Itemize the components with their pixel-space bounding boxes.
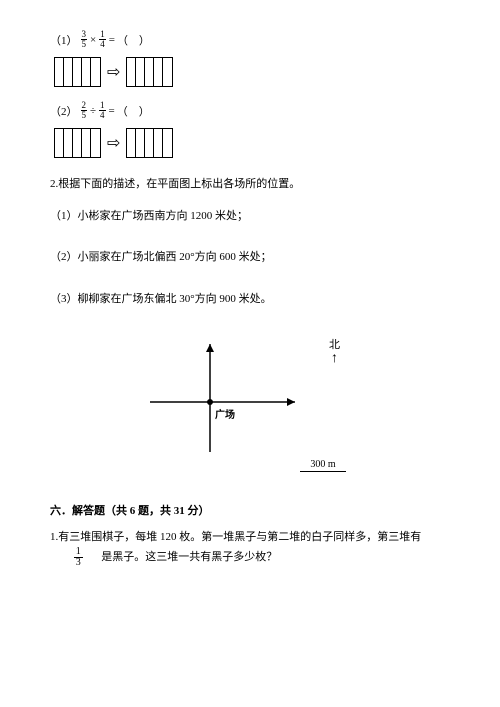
- q1a-equation: （1） 3 5 × 1 4 = （ ）: [50, 30, 450, 49]
- arrow-right-icon: ⇨: [107, 62, 120, 82]
- section6-q1: 1.有三堆围棋子，每堆 120 枚。第一堆黑子与第二堆的白子同样多，第三堆有 1…: [50, 528, 450, 568]
- q2-intro: 2.根据下面的描述，在平面图上标出各场所的位置。: [50, 176, 450, 194]
- q1a-answer-blank: （ ）: [117, 32, 150, 48]
- q1b-frac2: 1 4: [99, 101, 106, 120]
- q1a-frac1: 3 5: [81, 30, 88, 49]
- axes-svg: [140, 332, 310, 462]
- q1a-label: （1）: [50, 32, 78, 48]
- q1b-frac1: 2 5: [81, 101, 88, 120]
- grid-box-right-2: [126, 128, 173, 158]
- coordinate-diagram: 广场 北 ↑ 300 m: [110, 332, 390, 482]
- north-label: 北: [329, 336, 340, 352]
- s6-q1-line2: 是黑子。这三堆一共有黑子多少枚？: [101, 551, 277, 563]
- q1b-equation: （2） 2 5 ÷ 1 4 = （ ）: [50, 101, 450, 120]
- arrow-right-icon-2: ⇨: [107, 133, 120, 153]
- eq-sign: =: [109, 34, 115, 46]
- grid-box-left-2: [54, 128, 101, 158]
- north-arrow-icon: ↑: [329, 352, 340, 366]
- q1a-boxes: ⇨: [54, 57, 450, 87]
- q1b-label: （2）: [50, 103, 78, 119]
- scale-label: 300 m: [300, 459, 346, 470]
- north-indicator: 北 ↑: [329, 336, 340, 366]
- q1a-frac2: 1 4: [99, 30, 106, 49]
- q1b-answer-blank: （ ）: [117, 103, 150, 119]
- q1b-op: ÷: [90, 105, 96, 117]
- grid-box-right: [126, 57, 173, 87]
- eq-sign-2: =: [109, 105, 115, 117]
- grid-box-left: [54, 57, 101, 87]
- q2-sub1: （1）小彬家在广场西南方向 1200 米处；: [50, 208, 450, 226]
- scale-bar: 300 m: [300, 459, 346, 472]
- q2-sub2: （2）小丽家在广场北偏西 20°方向 600 米处；: [50, 249, 450, 267]
- q1a-op: ×: [90, 34, 96, 46]
- s6-q1-line1: 1.有三堆围棋子，每堆 120 枚。第一堆黑子与第二堆的白子同样多，第三堆有: [50, 531, 421, 543]
- place-label: 广场: [215, 406, 235, 421]
- q1b-boxes: ⇨: [54, 128, 450, 158]
- q2-sub3: （3）柳柳家在广场东偏北 30°方向 900 米处。: [50, 291, 450, 309]
- scale-line: [300, 471, 346, 472]
- section6-head: 六．解答题（共 6 题，共 31 分）: [50, 502, 450, 518]
- s6-q1-frac: 1 3: [74, 547, 83, 568]
